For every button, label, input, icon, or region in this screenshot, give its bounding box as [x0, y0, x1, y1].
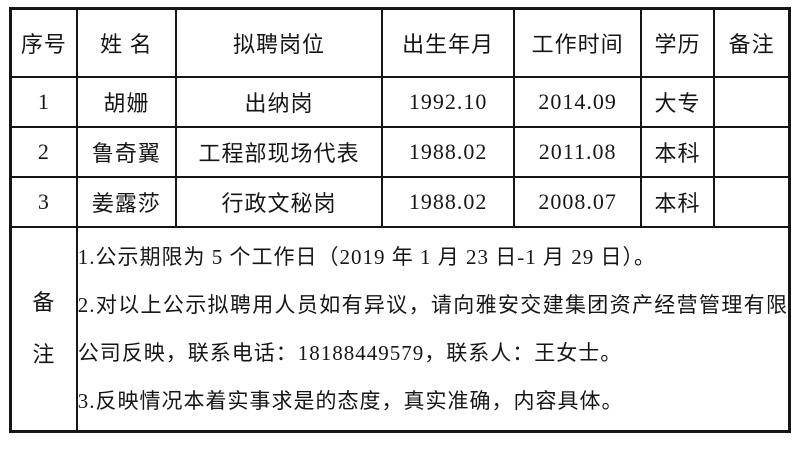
- footer-remark-label-char: 注: [32, 341, 56, 367]
- footer-note-3: 3.反映情况本着实事求是的态度，真实准确，内容具体。: [77, 388, 624, 413]
- footer-remark-label-char: 备: [32, 289, 56, 315]
- cell-remark: [713, 75, 791, 128]
- cell-remark: [713, 175, 791, 228]
- header-work-since: 工作时间: [513, 7, 642, 78]
- cell-education: 大专: [639, 75, 716, 128]
- cell-position: 出纳岗: [175, 75, 383, 128]
- cell-no: 2: [9, 125, 78, 178]
- footer-notes-cell: 1.公示期限为 5 个工作日（2019 年 1 月 23 日-1 月 29 日）…: [75, 225, 791, 433]
- cell-name: 姜露莎: [75, 175, 178, 228]
- personnel-table: 序号 姓 名 拟聘岗位 出生年月 工作时间 学历 备注 1 胡姗 出纳岗 199…: [9, 7, 791, 433]
- header-name: 姓 名: [75, 7, 178, 78]
- footer-remark-label: 备 注: [9, 225, 78, 433]
- cell-birth: 1988.02: [380, 125, 516, 178]
- header-no: 序号: [9, 7, 78, 78]
- footer-note-1: 1.公示期限为 5 个工作日（2019 年 1 月 23 日-1 月 29 日）…: [77, 244, 656, 269]
- header-birth: 出生年月: [380, 7, 516, 78]
- footer-note-2: 2.对以上公示拟聘用人员如有异议，请向雅安交建集团资产经营管理有限公司反映，联系…: [77, 292, 788, 365]
- cell-position: 工程部现场代表: [175, 125, 383, 178]
- cell-no: 1: [9, 75, 78, 128]
- cell-no: 3: [9, 175, 78, 228]
- table-row: 3 姜露莎 行政文秘岗 1988.02 2008.07 本科: [9, 175, 791, 228]
- header-remark: 备注: [713, 7, 791, 78]
- header-row: 序号 姓 名 拟聘岗位 出生年月 工作时间 学历 备注: [9, 7, 791, 78]
- cell-birth: 1992.10: [380, 75, 516, 128]
- cell-work-since: 2011.08: [513, 125, 642, 178]
- footer-row: 备 注 1.公示期限为 5 个工作日（2019 年 1 月 23 日-1 月 2…: [9, 225, 791, 433]
- cell-remark: [713, 125, 791, 178]
- cell-birth: 1988.02: [380, 175, 516, 228]
- table-row: 2 鲁奇翼 工程部现场代表 1988.02 2011.08 本科: [9, 125, 791, 178]
- cell-work-since: 2014.09: [513, 75, 642, 128]
- cell-education: 本科: [639, 175, 716, 228]
- cell-position: 行政文秘岗: [175, 175, 383, 228]
- table-row: 1 胡姗 出纳岗 1992.10 2014.09 大专: [9, 75, 791, 128]
- cell-name: 胡姗: [75, 75, 178, 128]
- cell-education: 本科: [639, 125, 716, 178]
- notice-sheet: 序号 姓 名 拟聘岗位 出生年月 工作时间 学历 备注 1 胡姗 出纳岗 199…: [9, 7, 791, 433]
- header-position: 拟聘岗位: [175, 7, 383, 78]
- cell-work-since: 2008.07: [513, 175, 642, 228]
- cell-name: 鲁奇翼: [75, 125, 178, 178]
- header-education: 学历: [639, 7, 716, 78]
